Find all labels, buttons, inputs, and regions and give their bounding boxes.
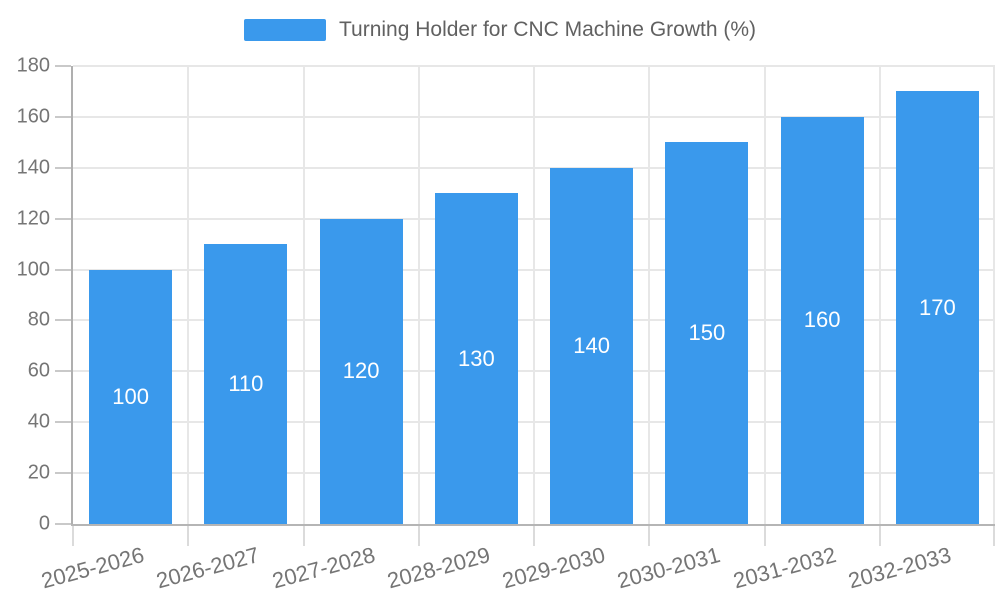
x-axis-tick [302, 524, 305, 546]
x-axis-label: 2030-2031 [614, 542, 723, 594]
legend-swatch[interactable] [243, 19, 326, 41]
gridline-vertical [533, 66, 535, 524]
category-cell: 110 2026-2027 [154, 66, 303, 593]
y-axis-label: 40 [27, 410, 50, 433]
category-cell: 160 2031-2032 [730, 66, 880, 593]
y-axis-tick [55, 472, 71, 475]
gridline-vertical [878, 66, 881, 524]
bar-value-label: 100 [112, 383, 149, 409]
gridline-vertical [993, 66, 995, 524]
bar[interactable]: 160 [780, 116, 864, 524]
x-axis-tick [72, 524, 74, 546]
x-axis-tick [878, 524, 881, 546]
x-axis-tick [648, 524, 651, 546]
x-axis-tick [417, 524, 420, 546]
bar-value-label: 140 [573, 332, 610, 358]
gridline-vertical [648, 66, 651, 524]
chart-area: 0 20 40 60 80 100 120 140 160 180 100 2025-2026 110 2… [17, 55, 995, 593]
y-axis-label: 0 [38, 512, 50, 535]
y-axis-label: 80 [27, 308, 50, 331]
bar[interactable]: 110 [204, 244, 288, 524]
category-cell: 140 2029-2030 [500, 66, 649, 593]
bar-value-label: 150 [688, 320, 726, 346]
gridline-vertical [763, 66, 766, 524]
x-axis-label: 2027-2028 [269, 542, 378, 594]
gridline-vertical [187, 66, 190, 524]
x-axis-label: 2028-2029 [384, 542, 493, 594]
bar-value-label: 170 [919, 294, 956, 320]
y-axis-tick [55, 115, 71, 118]
y-axis-label: 20 [27, 461, 50, 484]
y-axis-tick [55, 370, 71, 373]
bar-value-label: 130 [458, 345, 495, 371]
y-axis-label: 140 [16, 156, 50, 179]
x-axis-tick [993, 524, 995, 546]
x-axis-tick [187, 524, 190, 546]
category-cell: 120 2027-2028 [269, 66, 419, 593]
bar[interactable]: 130 [434, 193, 518, 524]
gridline-vertical [302, 66, 305, 524]
gridline-vertical [417, 66, 420, 524]
x-axis-line [71, 524, 995, 526]
x-axis-label: 2026-2027 [153, 542, 262, 594]
category-cell: 170 2032-2033 [845, 66, 995, 593]
y-axis-tick [55, 319, 71, 322]
bar-value-label: 120 [342, 358, 380, 384]
bar[interactable]: 150 [665, 142, 749, 524]
y-axis-tick [55, 268, 71, 271]
x-axis-tick [763, 524, 766, 546]
x-axis-label: 2025-2026 [38, 542, 147, 594]
x-axis-label: 2031-2032 [730, 542, 839, 594]
y-axis-tick [55, 523, 71, 525]
y-axis-label: 120 [16, 207, 50, 230]
y-axis-line [71, 66, 73, 526]
bar-value-label: 110 [228, 371, 264, 397]
bar-value-label: 160 [803, 307, 841, 333]
y-axis-label: 60 [27, 359, 50, 382]
category-cell: 100 2025-2026 [39, 66, 188, 593]
y-axis-label: 180 [16, 54, 50, 77]
category-cell: 130 2028-2029 [384, 66, 534, 593]
y-axis-tick [55, 421, 71, 424]
bar[interactable]: 120 [319, 218, 403, 524]
legend-label[interactable]: Turning Holder for CNC Machine Growth (%… [338, 18, 757, 41]
category-cell: 150 2030-2031 [615, 66, 764, 593]
x-axis-label: 2032-2033 [845, 542, 954, 594]
y-axis-tick [55, 65, 71, 67]
bar[interactable]: 170 [895, 91, 979, 524]
x-axis-tick [533, 524, 535, 546]
bar[interactable]: 140 [550, 167, 634, 524]
legend: Turning Holder for CNC Machine Growth (%… [0, 18, 1000, 42]
y-axis-tick [55, 166, 71, 169]
y-axis-tick [55, 217, 71, 220]
y-axis-label: 100 [16, 258, 50, 281]
y-axis-label: 160 [16, 105, 50, 128]
x-axis-label: 2029-2030 [499, 542, 608, 594]
bar[interactable]: 100 [89, 269, 173, 524]
